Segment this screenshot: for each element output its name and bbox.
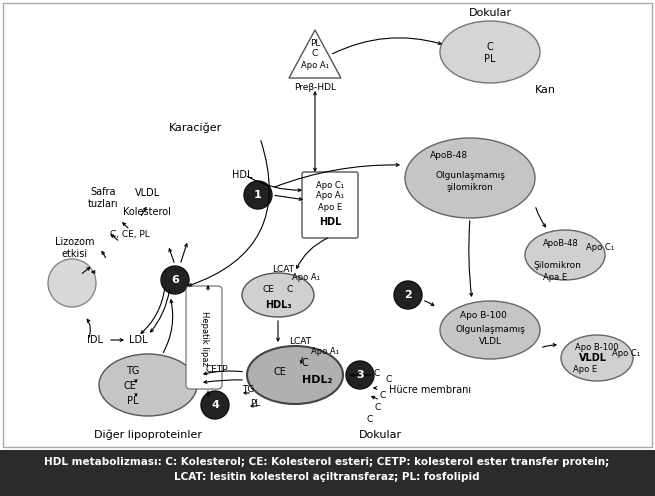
Text: Apo A₁: Apo A₁ (292, 272, 320, 282)
Text: VLDL: VLDL (579, 353, 607, 363)
Text: HDL: HDL (319, 217, 341, 227)
Ellipse shape (405, 138, 535, 218)
Polygon shape (289, 30, 341, 78)
Text: CE: CE (262, 286, 274, 295)
Text: ApoB-48: ApoB-48 (543, 239, 579, 248)
Text: LCAT: LCAT (289, 337, 311, 347)
Text: Safra
tuzları: Safra tuzları (88, 187, 119, 209)
Text: Apo C₁: Apo C₁ (612, 350, 640, 359)
Text: Kan: Kan (534, 85, 555, 95)
Text: Olgunlaşmamış: Olgunlaşmamış (455, 325, 525, 334)
Text: Apa E: Apa E (543, 273, 567, 283)
Text: 1: 1 (254, 190, 262, 200)
Text: C: C (287, 286, 293, 295)
Ellipse shape (440, 301, 540, 359)
Text: Apo B-100: Apo B-100 (460, 310, 507, 319)
Text: Apo E: Apo E (318, 203, 342, 212)
Text: PL: PL (310, 40, 320, 49)
Text: Hücre membranı: Hücre membranı (389, 385, 471, 395)
Text: CETP: CETP (206, 366, 229, 374)
Circle shape (244, 181, 272, 209)
FancyBboxPatch shape (186, 286, 222, 389)
Text: VLDL: VLDL (136, 188, 160, 198)
Text: HDL₃: HDL₃ (265, 300, 291, 310)
Text: Dokular: Dokular (358, 430, 402, 440)
Text: C: C (386, 374, 392, 383)
Text: CE: CE (124, 381, 136, 391)
Ellipse shape (242, 273, 314, 317)
Text: Şilomikron: Şilomikron (533, 261, 581, 270)
Text: LCAT: lesitin kolesterol açiltransferaz; PL: fosfolipid: LCAT: lesitin kolesterol açiltransferaz;… (174, 472, 480, 482)
Text: LCAT: LCAT (272, 264, 294, 273)
Text: Preβ-HDL: Preβ-HDL (294, 83, 336, 92)
Ellipse shape (525, 230, 605, 280)
Text: TG: TG (126, 366, 140, 376)
Text: C: C (301, 358, 309, 368)
Text: Apo A₁: Apo A₁ (316, 191, 344, 200)
Text: Karaciğer: Karaciğer (168, 123, 221, 133)
Text: Apo A₁: Apo A₁ (311, 348, 339, 357)
Text: HDL metabolizması: C: Kolesterol; CE: Kolesterol esteri; CETP: kolesterol ester : HDL metabolizması: C: Kolesterol; CE: Ko… (45, 457, 610, 467)
Text: 2: 2 (404, 290, 412, 300)
Text: ApoB-48: ApoB-48 (430, 151, 468, 161)
Text: Apo B-100: Apo B-100 (575, 343, 618, 352)
Circle shape (48, 259, 96, 307)
Ellipse shape (440, 21, 540, 83)
Text: TG: TG (242, 385, 254, 394)
Circle shape (201, 391, 229, 419)
Text: C: C (374, 369, 380, 377)
Bar (3, 3, 652, 447)
Circle shape (161, 266, 189, 294)
Text: HDL: HDL (232, 170, 252, 180)
Text: C, CE, PL: C, CE, PL (110, 231, 150, 240)
Text: Apo C₁: Apo C₁ (586, 244, 614, 252)
Ellipse shape (247, 346, 343, 404)
Circle shape (394, 281, 422, 309)
Text: PL: PL (127, 396, 139, 406)
Text: Olgunlaşmamış: Olgunlaşmamış (435, 172, 505, 181)
Text: Apo E: Apo E (573, 366, 597, 374)
Text: CE: CE (274, 367, 286, 377)
Text: Dokular: Dokular (468, 8, 512, 18)
Ellipse shape (561, 335, 633, 381)
Text: Hepatik lipaz: Hepatik lipaz (200, 310, 208, 366)
Text: LDL: LDL (128, 335, 147, 345)
Text: Apo C₁: Apo C₁ (316, 181, 344, 189)
Text: Lizozom
etkisi: Lizozom etkisi (55, 237, 95, 259)
Text: C: C (487, 42, 493, 52)
Text: C: C (375, 404, 381, 413)
Text: C: C (312, 50, 318, 59)
Bar (0, 450, 655, 496)
Ellipse shape (99, 354, 197, 416)
Text: Diğer lipoproteinler: Diğer lipoproteinler (94, 430, 202, 440)
Text: 4: 4 (211, 400, 219, 410)
Text: Kolesterol: Kolesterol (123, 207, 171, 217)
Text: C: C (367, 416, 373, 425)
FancyBboxPatch shape (302, 172, 358, 238)
Text: VLDL: VLDL (479, 337, 502, 347)
Text: 6: 6 (171, 275, 179, 285)
Text: IDL: IDL (87, 335, 103, 345)
Circle shape (346, 361, 374, 389)
Text: HDL₂: HDL₂ (302, 375, 332, 385)
Text: şilomikron: şilomikron (447, 184, 493, 192)
Text: PL: PL (250, 398, 260, 408)
Text: PL: PL (484, 54, 496, 64)
Text: C: C (380, 390, 386, 399)
Text: Apo A₁: Apo A₁ (301, 61, 329, 69)
Text: 3: 3 (356, 370, 364, 380)
